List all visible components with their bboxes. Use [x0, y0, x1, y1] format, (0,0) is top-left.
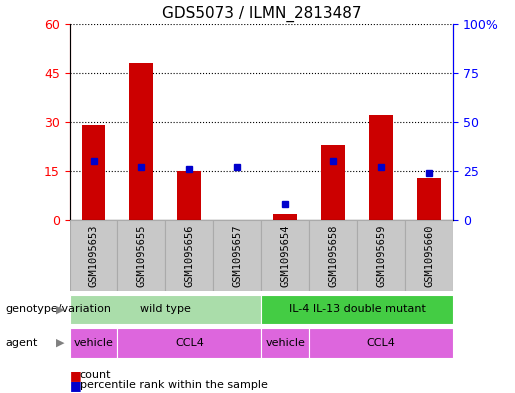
Bar — [417, 178, 441, 220]
Text: GSM1095660: GSM1095660 — [424, 224, 434, 287]
Bar — [310, 220, 357, 291]
Text: percentile rank within the sample: percentile rank within the sample — [80, 380, 268, 390]
Text: CCL4: CCL4 — [367, 338, 396, 348]
Text: genotype/variation: genotype/variation — [5, 305, 111, 314]
Text: GSM1095656: GSM1095656 — [184, 224, 195, 287]
Bar — [357, 220, 405, 291]
Text: ▶: ▶ — [56, 305, 64, 314]
Bar — [129, 63, 153, 220]
Text: agent: agent — [5, 338, 38, 348]
Text: IL-4 IL-13 double mutant: IL-4 IL-13 double mutant — [289, 305, 426, 314]
Text: count: count — [80, 370, 111, 380]
Text: GSM1095653: GSM1095653 — [89, 224, 98, 287]
Bar — [70, 295, 261, 324]
Text: GSM1095659: GSM1095659 — [376, 224, 386, 287]
Bar — [261, 328, 310, 358]
Bar — [70, 328, 117, 358]
Text: GSM1095657: GSM1095657 — [232, 224, 243, 287]
Bar — [117, 328, 261, 358]
Bar — [213, 220, 261, 291]
Text: ▶: ▶ — [56, 338, 64, 348]
Text: GSM1095654: GSM1095654 — [280, 224, 290, 287]
Text: ■: ■ — [70, 378, 81, 392]
Bar — [70, 220, 117, 291]
Text: ■: ■ — [70, 369, 81, 382]
Bar — [273, 213, 297, 220]
Bar — [117, 220, 165, 291]
Text: GSM1095658: GSM1095658 — [328, 224, 338, 287]
Text: vehicle: vehicle — [74, 338, 113, 348]
Bar — [178, 171, 201, 220]
Text: GSM1095655: GSM1095655 — [136, 224, 146, 287]
Bar — [261, 220, 310, 291]
Bar — [165, 220, 213, 291]
Text: CCL4: CCL4 — [175, 338, 204, 348]
Bar — [261, 295, 453, 324]
Text: wild type: wild type — [140, 305, 191, 314]
Bar — [310, 328, 453, 358]
Bar — [321, 145, 345, 220]
Text: vehicle: vehicle — [265, 338, 305, 348]
Bar — [405, 220, 453, 291]
Bar — [369, 115, 393, 220]
Title: GDS5073 / ILMN_2813487: GDS5073 / ILMN_2813487 — [162, 6, 361, 22]
Bar — [81, 125, 106, 220]
